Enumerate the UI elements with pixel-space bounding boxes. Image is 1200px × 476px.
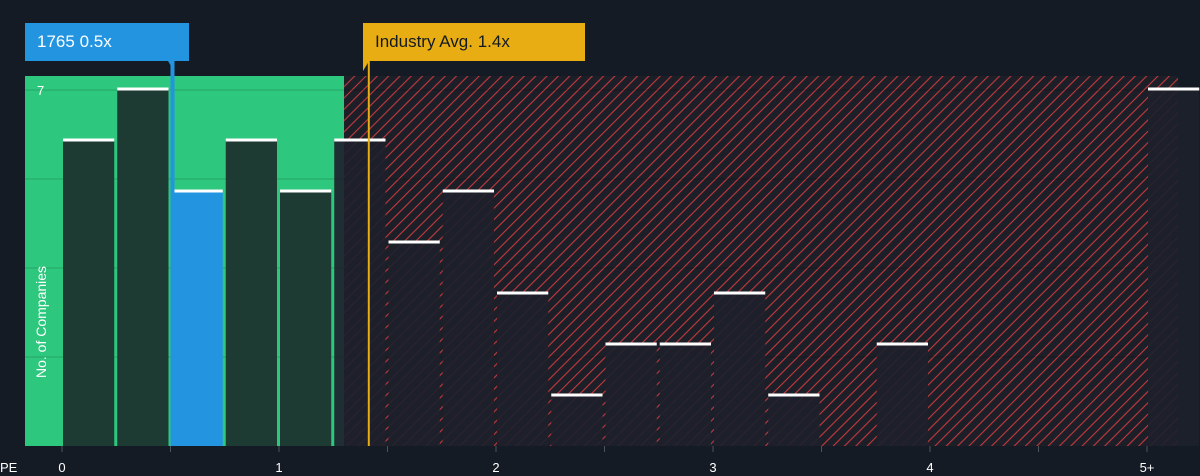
histogram-bar [714,293,766,446]
x-tick-label: 0 [58,460,65,475]
bar-cap [714,291,766,295]
histogram-bar [497,293,549,446]
histogram-bar [442,191,494,446]
y-tick-label: 7 [37,83,44,98]
company-ticker: 1765 [37,32,75,51]
bar-cap [280,189,332,193]
histogram-bar [768,395,820,446]
bar-cap [605,342,657,346]
industry-callout-pointer [363,61,369,71]
histogram-bar [171,191,223,446]
bar-cap [117,87,169,91]
bar-cap [659,342,711,346]
bar-cap [876,342,928,346]
bar-cap [63,138,115,142]
company-pe-callout: 1765 0.5x [25,23,189,61]
bar-cap [551,393,603,397]
bar-cap [334,138,386,142]
histogram-bar [876,344,928,446]
bar-cap [171,189,223,193]
industry-average-label: Industry Avg. 1.4x [375,32,510,51]
bar-cap [388,240,440,244]
bar-cap [768,393,820,397]
histogram-bar [388,242,440,446]
bar-cap [225,138,277,142]
x-tick-label: 1 [275,460,282,475]
bar-cap [1148,87,1200,91]
histogram-bar [225,140,277,446]
histogram-bar [659,344,711,446]
company-pe-value: 0.5x [79,32,112,51]
x-tick-label: 2 [492,460,499,475]
bar-cap [442,189,494,193]
company-pe-marker [170,61,175,446]
x-axis-label: PE [0,460,18,475]
histogram-bar [117,89,169,446]
x-tick-label: 3 [709,460,716,475]
histogram-bar [280,191,332,446]
industry-average-marker [367,61,370,446]
y-axis-label: No. of Companies [33,266,49,378]
histogram-bar [63,140,115,446]
company-callout-pointer [168,61,174,71]
x-tick-label: 4 [926,460,933,475]
industry-average-callout: Industry Avg. 1.4x [363,23,585,61]
bar-cap [497,291,549,295]
histogram-bar [334,140,386,446]
histogram-bar [605,344,657,446]
histogram-bar [1148,89,1200,446]
x-tick-label: 5+ [1140,460,1155,475]
histogram-bar [551,395,603,446]
